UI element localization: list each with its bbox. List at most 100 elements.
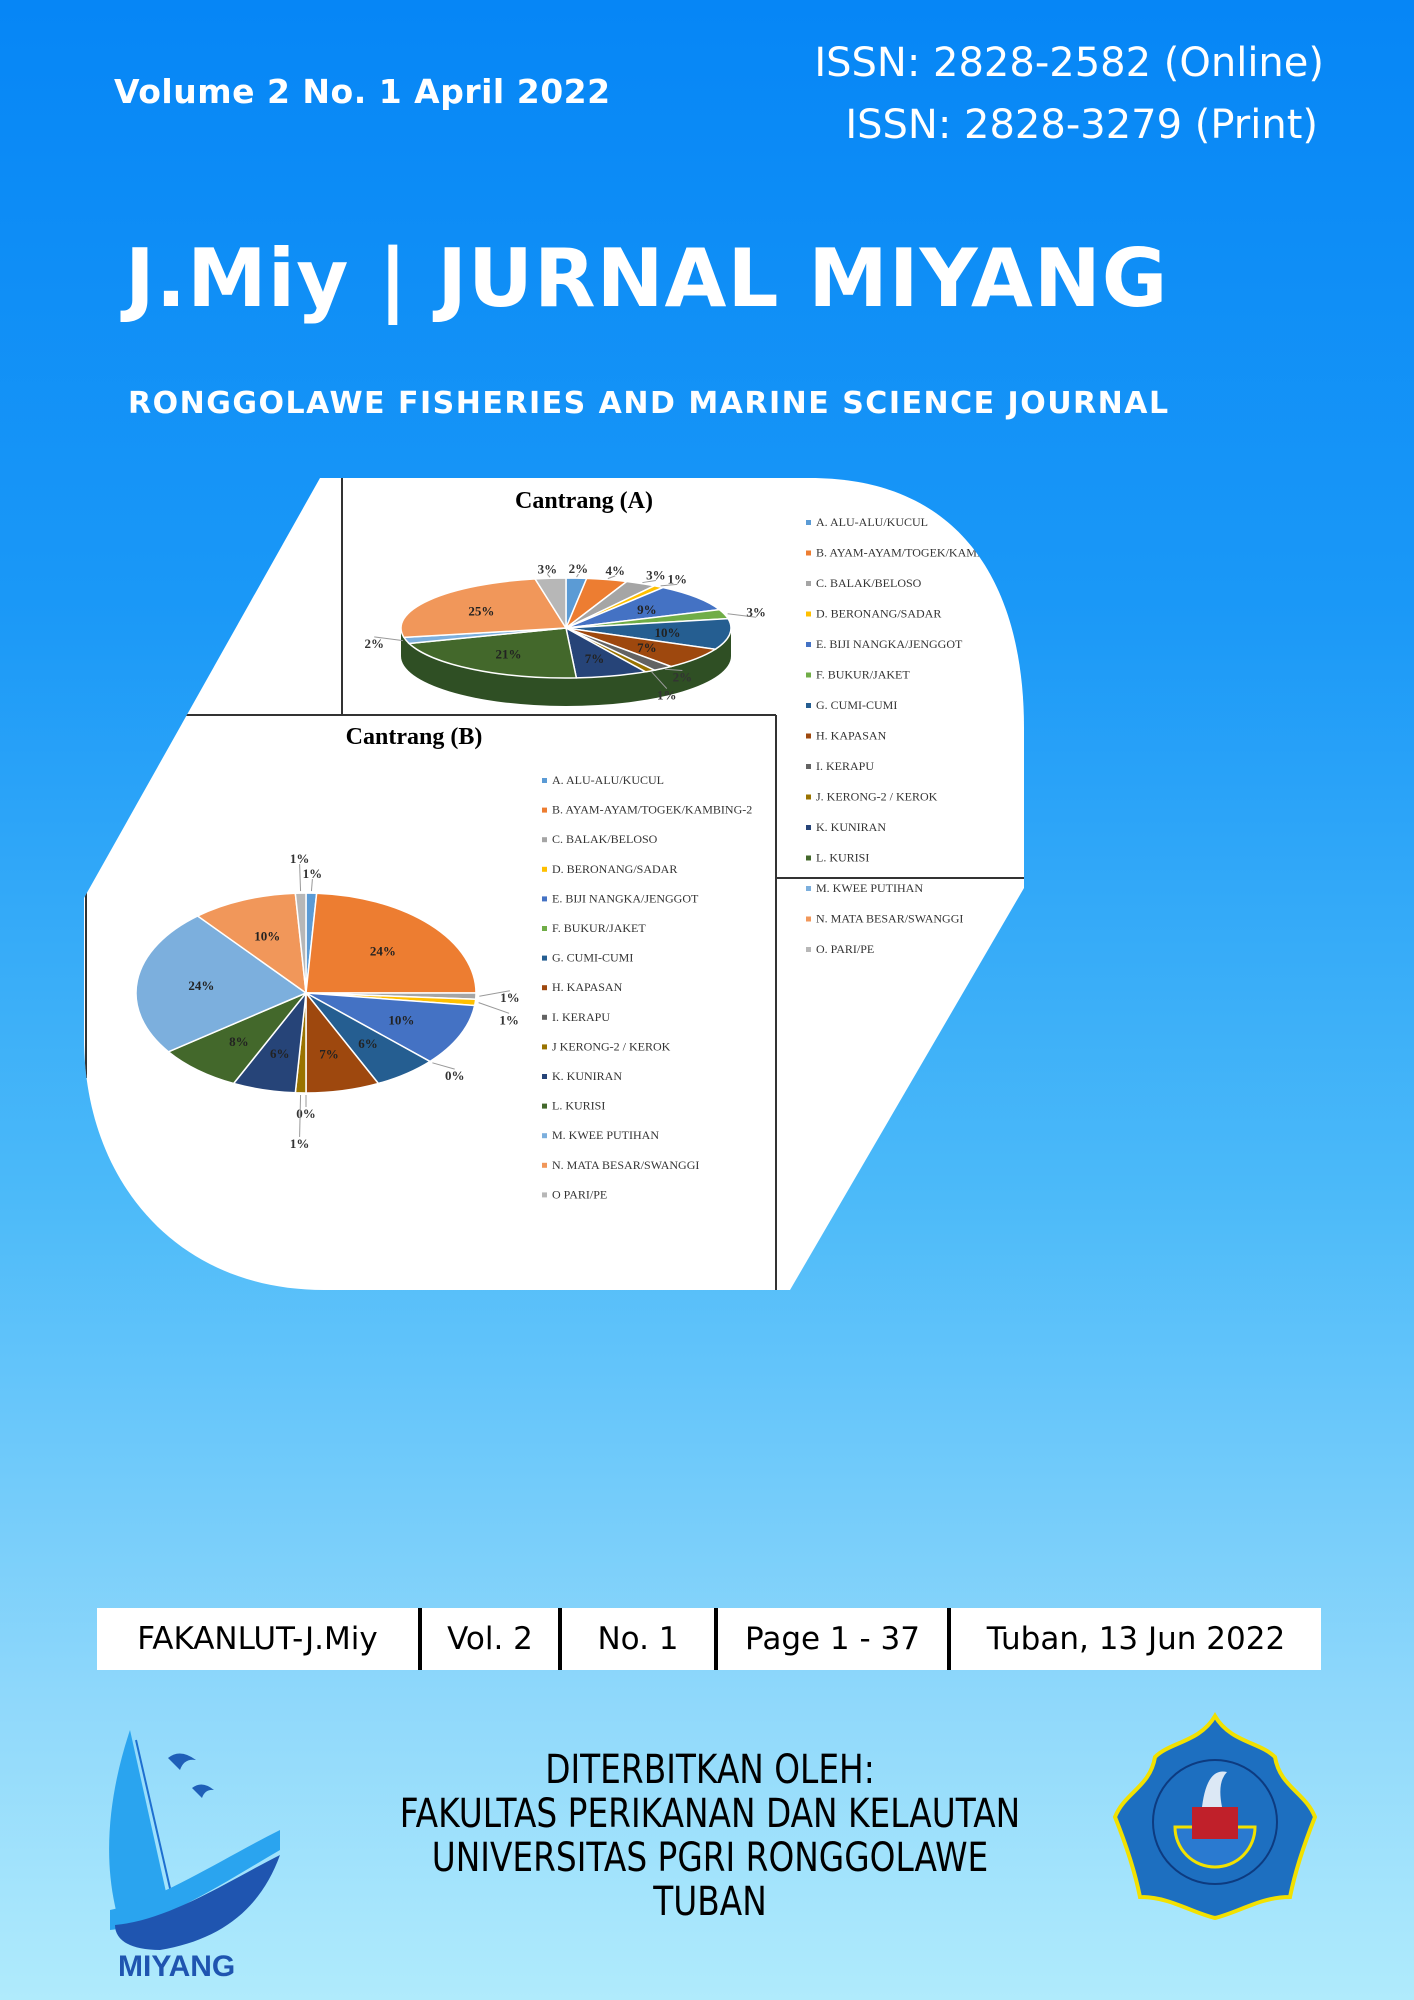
chart-a-slice-14 xyxy=(535,578,566,628)
chart-a-slice-13 xyxy=(401,579,566,637)
chart-b-legend-item-12: M. KWEE PUTIHAN xyxy=(552,1128,659,1142)
chart-b-leader-line-5 xyxy=(432,1063,454,1069)
chart-b-legend: A. ALU-ALU/KUCUL B. AYAM-AYAM/TOGEK/KAMBI… xyxy=(542,773,752,1201)
chart-a-legend: A. ALU-ALU/KUCUL B. AYAM-AYAM/TOGEK/KAMBI… xyxy=(806,515,1016,956)
chart-a-legend-swatch-1 xyxy=(806,551,811,556)
chart-a-legend-swatch-7 xyxy=(806,734,811,739)
chart-b-data-label-9: 1% xyxy=(290,1136,310,1151)
chart-a-leader-line-12 xyxy=(374,637,403,641)
miyang-logo-text: MIYANG xyxy=(118,1950,235,1980)
chart-b-data-label-11: 8% xyxy=(229,1034,249,1049)
chart-a-legend-swatch-4 xyxy=(806,642,811,647)
chart-b-slice-13 xyxy=(198,893,306,993)
chart-a-legend-swatch-5 xyxy=(806,673,811,678)
chart-b-legend-item-14: O PARI/PE xyxy=(552,1187,607,1201)
chart-a-leader-line-14 xyxy=(547,574,550,577)
chart-b-data-label-14: 1% xyxy=(290,851,310,866)
chart-a-legend-swatch-10 xyxy=(806,825,811,830)
chart-a-data-labels: 2% 4% 3% 1%9% 3%10%7%2%1%7%21%2%25%3% xyxy=(364,561,765,703)
chart-a-legend-swatch-0 xyxy=(806,520,811,525)
chart-b-leader-line-2 xyxy=(479,991,510,996)
chart-b-data-labels: 1%24%1%1%10%0%6%7%0%1%6%8%24%10%1% xyxy=(188,851,519,1151)
issue-number: No. 1 xyxy=(562,1608,718,1670)
chart-a-data-label-5: 3% xyxy=(746,604,766,619)
chart-b-leader-line-3 xyxy=(479,1003,509,1014)
chart-a-frame xyxy=(342,478,1024,878)
chart-a-leader-line-9 xyxy=(652,672,667,689)
chart-a-legend-item-13: N. MATA BESAR/SWANGGI xyxy=(816,912,963,926)
chart-a-legend-swatch-11 xyxy=(806,856,811,861)
chart-a-data-label-10: 7% xyxy=(585,651,605,666)
publisher-line-1: DITERBITKAN OLEH: xyxy=(545,1747,875,1793)
chart-a-data-label-7: 7% xyxy=(637,640,657,655)
chart-b-pie: 1%24%1%1%10%0%6%7%0%1%6%8%24%10%1% xyxy=(136,851,520,1151)
chart-b-legend-item-0: A. ALU-ALU/KUCUL xyxy=(552,773,664,787)
chart-b-data-label-13: 10% xyxy=(254,928,280,943)
chart-a-legend-swatch-12 xyxy=(806,886,811,891)
chart-a-legend-item-7: H. KAPASAN xyxy=(816,729,887,743)
chart-a-data-label-9: 1% xyxy=(657,688,677,703)
chart-a-legend-swatch-6 xyxy=(806,703,811,708)
chart-b-data-label-8: 0% xyxy=(296,1106,316,1121)
chart-b-legend-swatch-13 xyxy=(542,1163,547,1168)
chart-b-legend-item-7: H. KAPASAN xyxy=(552,980,623,994)
chart-a-legend-swatch-9 xyxy=(806,795,811,800)
chart-a-leader-line-5 xyxy=(728,614,757,617)
page-range: Page 1 - 37 xyxy=(718,1608,951,1670)
chart-b-legend-item-8: I. KERAPU xyxy=(552,1010,610,1024)
chart-b-legend-swatch-9 xyxy=(542,1044,547,1049)
volume: Vol. 2 xyxy=(422,1608,562,1670)
chart-b-legend-swatch-10 xyxy=(542,1074,547,1079)
chart-b-legend-item-1: B. AYAM-AYAM/TOGEK/KAMBING-2 xyxy=(552,803,752,817)
chart-a-data-label-0: 2% xyxy=(569,561,589,576)
issn-online: ISSN: 2828-2582 (Online) xyxy=(814,40,1324,86)
chart-a-title: Cantrang (A) xyxy=(515,488,653,514)
chart-a-legend-item-11: L. KURISI xyxy=(816,851,869,865)
chart-b-legend-swatch-0 xyxy=(542,778,547,783)
chart-a-legend-swatch-8 xyxy=(806,764,811,769)
chart-b-data-label-0: 1% xyxy=(303,866,323,881)
chart-b-data-label-12: 24% xyxy=(188,978,214,993)
chart-b-legend-swatch-12 xyxy=(542,1133,547,1138)
chart-a-legend-item-3: D. BERONANG/SADAR xyxy=(816,607,941,621)
chart-a-data-label-13: 25% xyxy=(468,604,494,619)
chart-b-legend-swatch-3 xyxy=(542,867,547,872)
chart-b-legend-item-3: D. BERONANG/SADAR xyxy=(552,862,677,876)
chart-a-legend-item-4: E. BIJI NANGKA/JENGGOT xyxy=(816,637,963,651)
publisher-block: DITERBITKAN OLEH: FAKULTAS PERIKANAN DAN… xyxy=(374,1748,1046,1924)
chart-b-data-label-6: 6% xyxy=(358,1036,378,1051)
chart-b-legend-swatch-6 xyxy=(542,956,547,961)
chart-b-data-label-7: 7% xyxy=(319,1047,339,1062)
publisher-line-2: FAKULTAS PERIKANAN DAN KELAUTAN xyxy=(399,1791,1021,1837)
chart-b-slice-14 xyxy=(295,893,306,993)
chart-a-leader-line-8 xyxy=(665,669,682,670)
chart-a-leader-line-1 xyxy=(608,576,615,579)
university-seal-logo xyxy=(1110,1712,1320,1927)
chart-a-slice-11 xyxy=(409,628,576,678)
chart-b-legend-item-10: K. KUNIRAN xyxy=(552,1069,622,1083)
chart-b-legend-item-5: F. BUKUR/JAKET xyxy=(552,921,646,935)
chart-a-legend-item-0: A. ALU-ALU/KUCUL xyxy=(816,515,928,529)
chart-b-legend-swatch-8 xyxy=(542,1015,547,1020)
journal-subtitle: RONGGOLAWE FISHERIES AND MARINE SCIENCE … xyxy=(128,386,1170,421)
chart-b-slice-4 xyxy=(306,993,475,1061)
chart-b-legend-swatch-7 xyxy=(542,985,547,990)
chart-a-legend-swatch-3 xyxy=(806,612,811,617)
chart-a-legend-item-6: G. CUMI-CUMI xyxy=(816,698,897,712)
chart-a-leader-line-2 xyxy=(642,581,655,583)
chart-b-legend-item-13: N. MATA BESAR/SWANGGI xyxy=(552,1158,699,1172)
pie-charts-figure: Cantrang (A) Cantrang (B) 2% 4% 3% 1%9% 3%10… xyxy=(84,478,1024,1293)
chart-b-leader-line-14 xyxy=(300,864,301,891)
chart-b-legend-swatch-1 xyxy=(542,808,547,813)
chart-a-legend-swatch-2 xyxy=(806,581,811,586)
chart-a-legend-item-14: O. PARI/PE xyxy=(816,942,874,956)
chart-b-legend-swatch-2 xyxy=(542,837,547,842)
chart-a-legend-item-2: C. BALAK/BELOSO xyxy=(816,576,922,590)
chart-b-data-label-5: 0% xyxy=(445,1068,465,1083)
chart-b-legend-item-6: G. CUMI-CUMI xyxy=(552,951,633,965)
miyang-logo: MIYANG xyxy=(100,1710,300,1985)
chart-a-data-label-8: 2% xyxy=(673,670,693,685)
place-date: Tuban, 13 Jun 2022 xyxy=(986,1621,1286,1657)
volume-line: Volume 2 No. 1 April 2022 xyxy=(114,72,611,111)
chart-a-slice-6 xyxy=(566,619,731,650)
